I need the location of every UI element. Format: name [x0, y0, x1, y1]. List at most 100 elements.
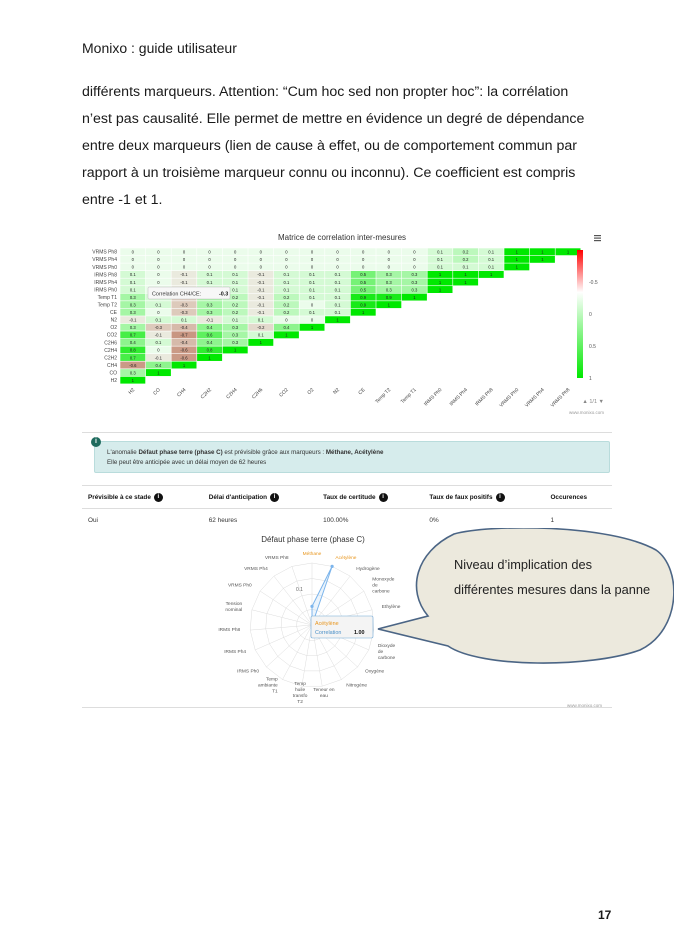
heatmap-cell[interactable] [145, 255, 171, 263]
heatmap-cell[interactable] [504, 255, 530, 263]
heatmap-cell[interactable] [120, 293, 146, 301]
heatmap-cell[interactable] [248, 316, 274, 324]
heatmap-cell[interactable] [427, 263, 453, 271]
heatmap-cell[interactable] [350, 263, 376, 271]
heatmap-cell[interactable] [171, 361, 197, 369]
heatmap-cell[interactable] [325, 286, 351, 293]
heatmap-cell[interactable] [120, 338, 146, 346]
heatmap-cell[interactable] [171, 354, 197, 361]
heatmap-cell[interactable] [248, 270, 274, 278]
heatmap-cell[interactable] [222, 338, 248, 346]
heatmap-cell[interactable] [325, 316, 351, 324]
heatmap-cell[interactable] [197, 354, 223, 361]
heatmap-cell[interactable] [145, 338, 171, 346]
heatmap-cell[interactable] [350, 308, 376, 316]
heatmap-cell[interactable] [145, 248, 171, 256]
heatmap-cell[interactable] [222, 270, 248, 278]
heatmap-cell[interactable] [222, 346, 248, 354]
heatmap-cell[interactable] [145, 263, 171, 271]
heatmap-cell[interactable] [376, 255, 402, 263]
help-icon[interactable]: i [270, 492, 280, 502]
heatmap-cell[interactable] [145, 331, 171, 339]
heatmap-cell[interactable] [325, 255, 351, 263]
heatmap-cell[interactable] [120, 255, 146, 263]
heatmap-cell[interactable] [299, 308, 325, 316]
heatmap-cell[interactable] [145, 301, 171, 309]
heatmap-cell[interactable] [222, 248, 248, 256]
heatmap-cell[interactable] [529, 248, 555, 256]
heatmap-cell[interactable] [376, 270, 402, 278]
heatmap-cell[interactable] [120, 369, 146, 377]
heatmap-cell[interactable] [197, 308, 223, 316]
heatmap-cell[interactable] [478, 248, 504, 256]
heatmap-cell[interactable] [222, 286, 248, 293]
heatmap-cell[interactable] [299, 270, 325, 278]
heatmap-cell[interactable] [350, 248, 376, 256]
heatmap-cell[interactable] [120, 263, 146, 271]
heatmap-cell[interactable] [350, 278, 376, 286]
heatmap-cell[interactable] [401, 278, 427, 286]
heatmap-cell[interactable] [299, 286, 325, 293]
heatmap-cell[interactable] [171, 248, 197, 256]
heatmap-cell[interactable] [171, 308, 197, 316]
heatmap-cell[interactable] [145, 308, 171, 316]
heatmap-cell[interactable] [376, 263, 402, 271]
heatmap-cell[interactable] [325, 301, 351, 309]
heatmap-cell[interactable] [273, 263, 299, 271]
hamburger-icon[interactable] [594, 235, 601, 242]
heatmap-cell[interactable] [222, 255, 248, 263]
heatmap-cell[interactable] [427, 286, 453, 293]
heatmap-cell[interactable] [197, 278, 223, 286]
heatmap-cell[interactable] [273, 286, 299, 293]
heatmap-cell[interactable] [529, 255, 555, 263]
heatmap-cell[interactable] [478, 263, 504, 271]
heatmap-cell[interactable] [145, 316, 171, 324]
heatmap-cell[interactable] [197, 263, 223, 271]
heatmap-cell[interactable] [427, 255, 453, 263]
heatmap-cell[interactable] [273, 323, 299, 331]
heatmap-cell[interactable] [376, 286, 402, 293]
heatmap-cell[interactable] [171, 331, 197, 339]
heatmap-cell[interactable] [197, 248, 223, 256]
heatmap-cell[interactable] [401, 270, 427, 278]
radar-point[interactable] [330, 564, 334, 568]
heatmap-cell[interactable] [325, 308, 351, 316]
heatmap-cell[interactable] [197, 346, 223, 354]
heatmap-cell[interactable] [299, 316, 325, 324]
heatmap-cell[interactable] [120, 376, 146, 384]
heatmap-cell[interactable] [197, 270, 223, 278]
heatmap-cell[interactable] [171, 316, 197, 324]
heatmap-cell[interactable] [145, 361, 171, 369]
heatmap-cell[interactable] [299, 301, 325, 309]
heatmap-cell[interactable] [273, 278, 299, 286]
heatmap-cell[interactable] [171, 301, 197, 309]
heatmap-cell[interactable] [248, 308, 274, 316]
heatmap-cell[interactable] [401, 293, 427, 301]
heatmap-cell[interactable] [197, 301, 223, 309]
heatmap-cell[interactable] [120, 270, 146, 278]
heatmap-cell[interactable] [120, 331, 146, 339]
heatmap-cell[interactable] [145, 270, 171, 278]
heatmap-cell[interactable] [222, 323, 248, 331]
heatmap-pager[interactable]: ▲ 1/1 ▼ [582, 399, 604, 405]
heatmap-cell[interactable] [197, 323, 223, 331]
heatmap-cell[interactable] [222, 293, 248, 301]
heatmap-cell[interactable] [376, 278, 402, 286]
radar-point[interactable] [310, 604, 314, 608]
heatmap-cell[interactable] [376, 301, 402, 309]
heatmap-cell[interactable] [453, 278, 479, 286]
heatmap-cell[interactable] [145, 346, 171, 354]
heatmap-cell[interactable] [120, 346, 146, 354]
heatmap-cell[interactable] [222, 301, 248, 309]
heatmap-cell[interactable] [504, 248, 530, 256]
heatmap-cell[interactable] [273, 308, 299, 316]
heatmap-cell[interactable] [376, 248, 402, 256]
heatmap-cell[interactable] [197, 255, 223, 263]
heatmap-cell[interactable] [222, 263, 248, 271]
heatmap-cell[interactable] [478, 255, 504, 263]
heatmap-cell[interactable] [120, 323, 146, 331]
heatmap-cell[interactable] [350, 293, 376, 301]
heatmap-cell[interactable] [145, 354, 171, 361]
heatmap-cell[interactable] [453, 255, 479, 263]
heatmap-cell[interactable] [299, 255, 325, 263]
